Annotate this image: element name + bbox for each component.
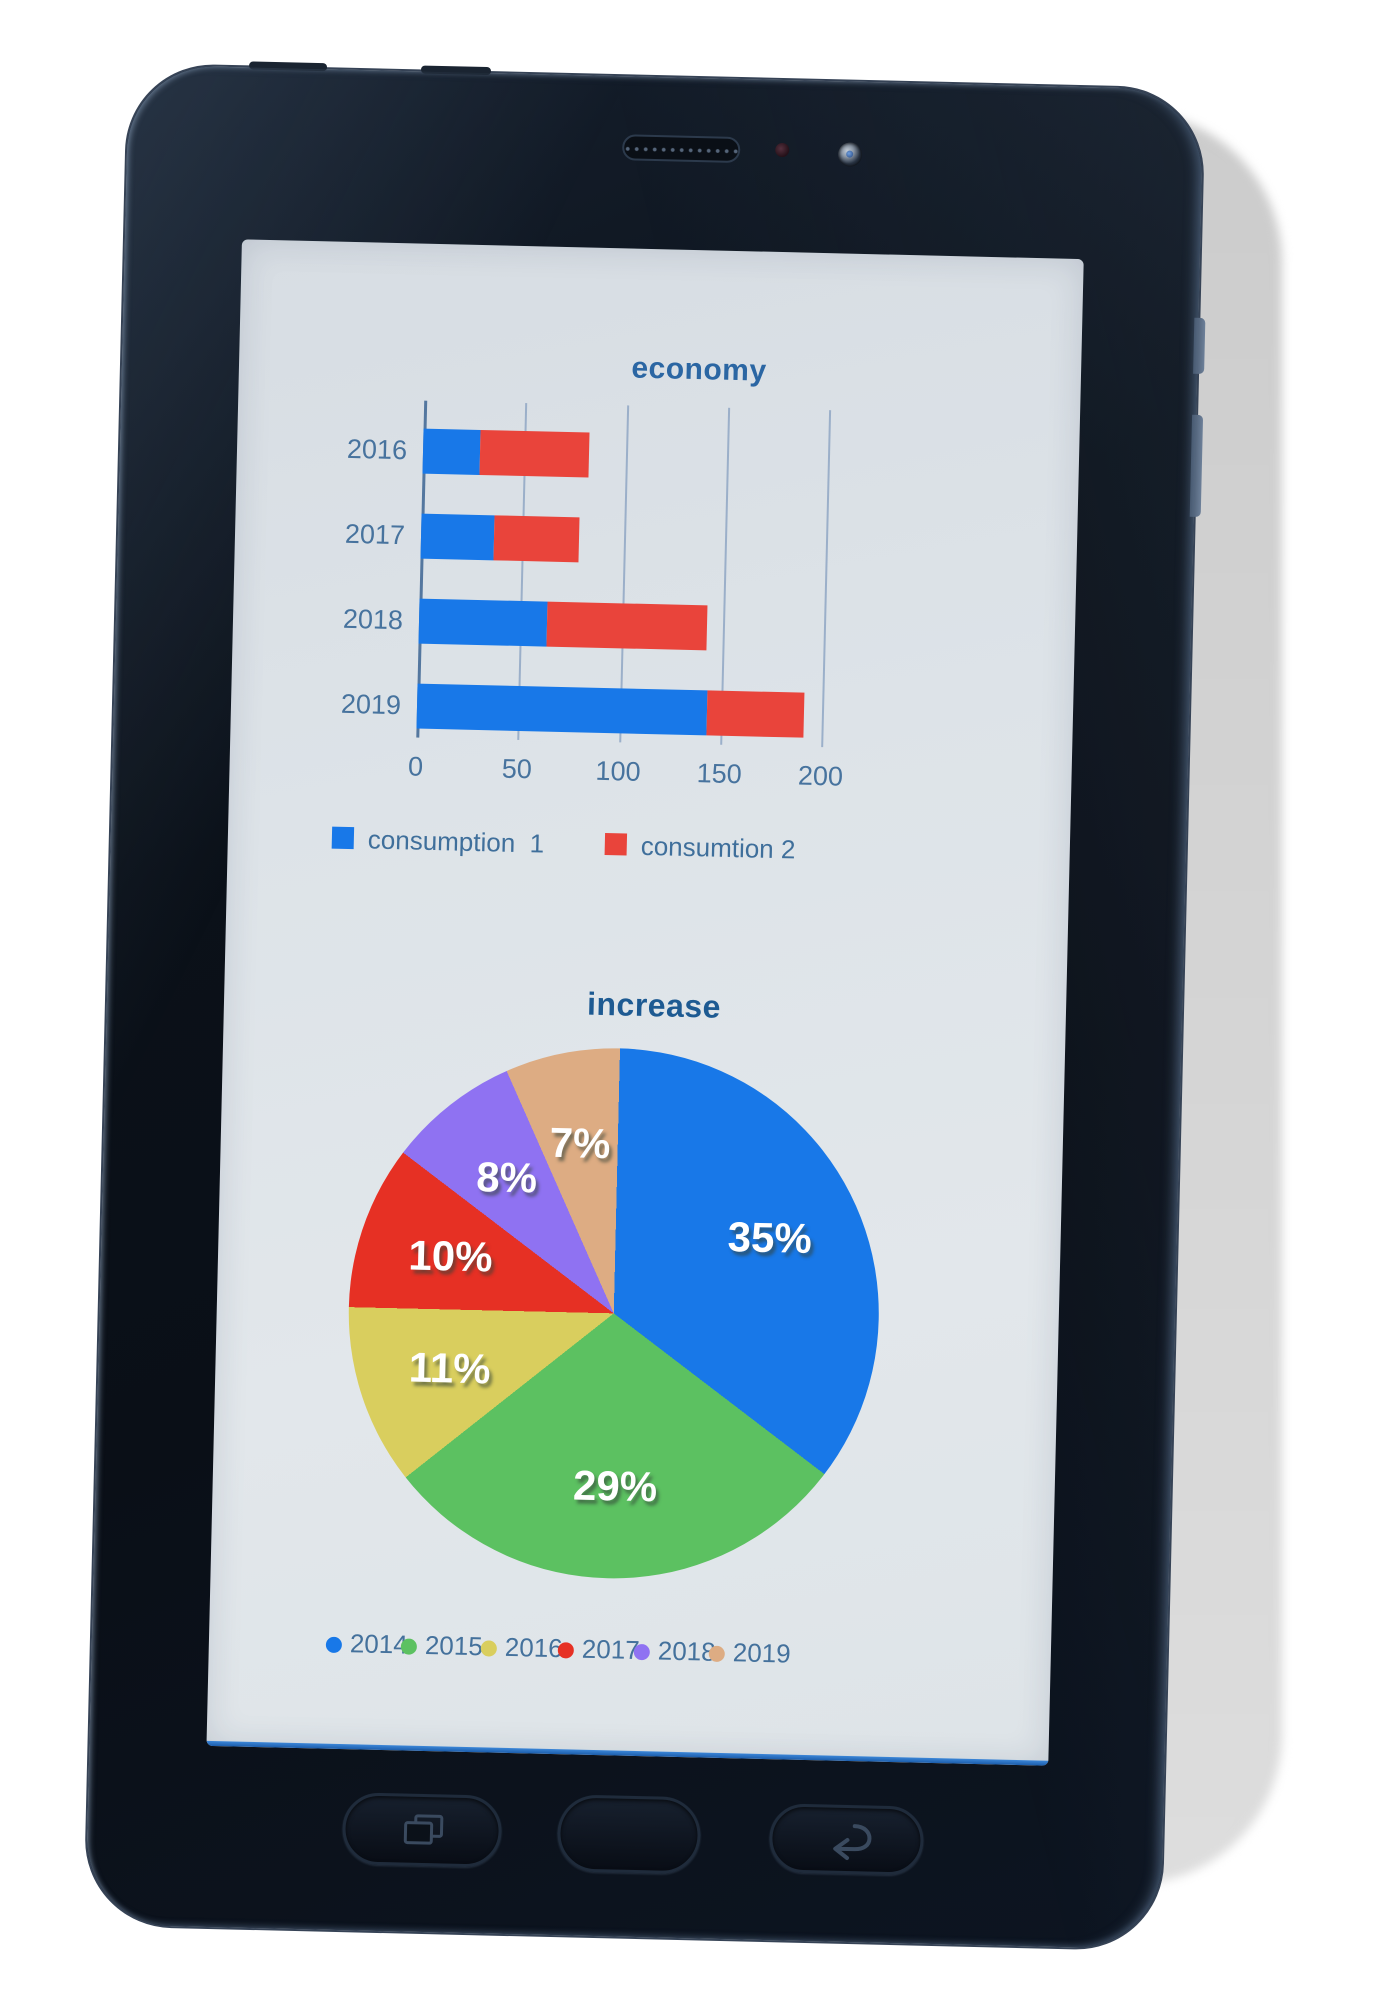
legend-dot-2018 xyxy=(633,1643,650,1661)
category-label: 2019 xyxy=(340,688,402,721)
legend-label-consumtion-2: consumtion 2 xyxy=(640,830,796,865)
bar-segment-2018 xyxy=(418,598,548,647)
x-tick-label: 150 xyxy=(696,758,743,790)
microphone-slot xyxy=(420,65,492,76)
category-label: 2017 xyxy=(344,518,406,551)
legend-year-label: 2019 xyxy=(732,1637,792,1669)
bar-segment-2019 xyxy=(705,690,805,738)
pie-percent-label: 11% xyxy=(408,1343,492,1393)
bar-segment-2016 xyxy=(422,428,481,475)
bar-chart-plot-area xyxy=(416,400,844,748)
x-tick-label: 200 xyxy=(797,760,844,792)
pie-percent-label: 29% xyxy=(572,1461,658,1511)
power-button[interactable] xyxy=(1193,317,1206,375)
category-label: 2016 xyxy=(346,433,408,466)
legend-year-label: 2014 xyxy=(349,1628,409,1660)
bar-segment-2017 xyxy=(420,513,495,561)
back-arrow-icon xyxy=(833,1823,872,1860)
pie-percent-label: 10% xyxy=(407,1231,494,1281)
legend-dot-2017 xyxy=(557,1642,575,1659)
bar-segment-2017 xyxy=(493,515,580,563)
legend-dot-2014 xyxy=(325,1636,343,1654)
back-button[interactable] xyxy=(768,1803,925,1876)
legend-dot-2016 xyxy=(480,1640,498,1657)
gridline xyxy=(821,410,832,748)
bar-chart-title: economy xyxy=(631,351,768,388)
pie-percent-label: 7% xyxy=(549,1118,611,1168)
legend-year-label: 2016 xyxy=(504,1631,564,1664)
tablet-body: economy consumption 1 consumtion 2 incre… xyxy=(83,61,1206,1952)
screen-bottom-glow xyxy=(206,1740,1049,1766)
home-button[interactable] xyxy=(556,1794,702,1875)
legend-swatch-consumtion-2 xyxy=(604,833,628,856)
category-label: 2018 xyxy=(342,603,404,636)
legend-dot-2019 xyxy=(708,1645,725,1663)
pie-percent-label: 35% xyxy=(727,1213,813,1263)
legend-label-consumption-1: consumption 1 xyxy=(367,824,545,859)
top-antenna-line xyxy=(248,61,328,72)
legend-year-label: 2018 xyxy=(657,1635,717,1667)
x-tick-label: 0 xyxy=(407,751,424,782)
pie-chart-title: increase xyxy=(586,985,722,1025)
x-tick-label: 100 xyxy=(595,755,641,787)
bar-segment-2016 xyxy=(479,429,590,478)
recents-button[interactable] xyxy=(341,1792,503,1868)
front-camera-icon xyxy=(837,142,863,167)
speaker-grille-icon xyxy=(621,134,741,164)
pie-percent-label: 8% xyxy=(475,1152,538,1202)
bar-segment-2019 xyxy=(416,683,708,736)
pie-graphic: 35% 29% 11% 10% 8% 7% xyxy=(342,1042,885,1585)
tablet-screen: economy consumption 1 consumtion 2 incre… xyxy=(206,239,1084,1766)
legend-year-label: 2017 xyxy=(581,1633,641,1666)
x-tick-label: 50 xyxy=(501,753,533,785)
bar-segment-2018 xyxy=(546,601,708,651)
recent-apps-icon xyxy=(403,1814,443,1845)
light-sensor-icon xyxy=(775,142,790,158)
legend-dot-2015 xyxy=(400,1638,418,1655)
legend-swatch-consumption-1 xyxy=(331,826,355,850)
legend-year-label: 2015 xyxy=(424,1630,484,1662)
